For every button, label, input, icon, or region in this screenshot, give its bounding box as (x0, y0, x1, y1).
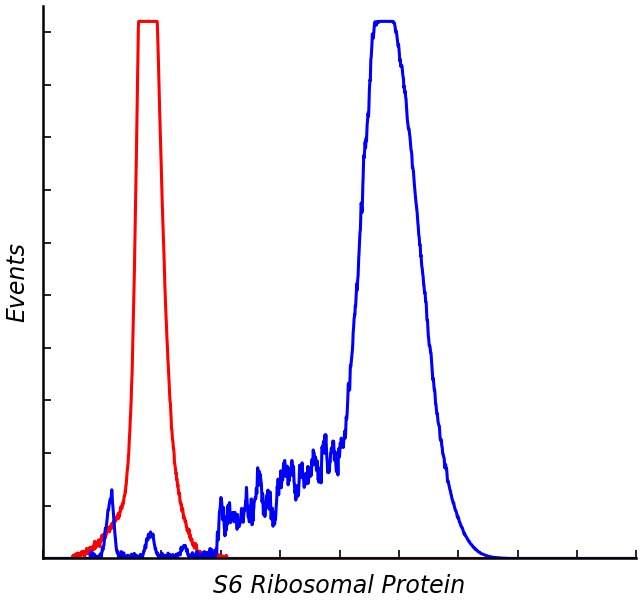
X-axis label: S6 Ribosomal Protein: S6 Ribosomal Protein (214, 574, 465, 599)
Y-axis label: Events: Events (6, 242, 30, 322)
